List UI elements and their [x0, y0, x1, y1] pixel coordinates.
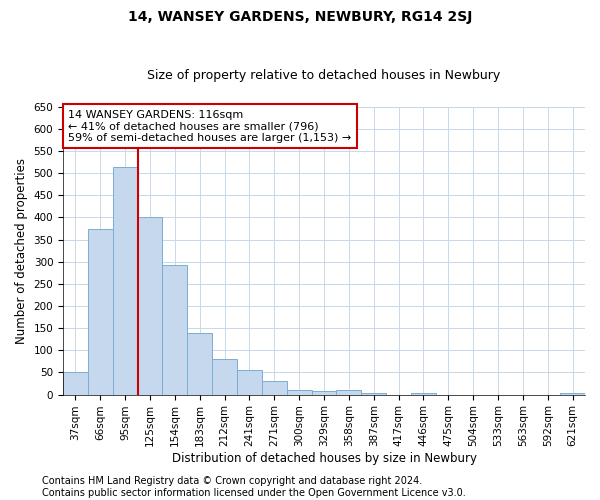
Text: 14 WANSEY GARDENS: 116sqm
← 41% of detached houses are smaller (796)
59% of semi: 14 WANSEY GARDENS: 116sqm ← 41% of detac… — [68, 110, 352, 143]
Bar — [137, 218, 163, 394]
Bar — [113, 166, 137, 394]
Bar — [311, 392, 337, 394]
Text: Contains HM Land Registry data © Crown copyright and database right 2024.
Contai: Contains HM Land Registry data © Crown c… — [42, 476, 466, 498]
X-axis label: Distribution of detached houses by size in Newbury: Distribution of detached houses by size … — [172, 452, 476, 465]
Bar — [63, 372, 88, 394]
Bar — [560, 393, 585, 394]
Bar — [212, 359, 237, 394]
Bar — [337, 390, 361, 394]
Bar — [163, 265, 187, 394]
Bar — [411, 393, 436, 394]
Y-axis label: Number of detached properties: Number of detached properties — [15, 158, 28, 344]
Bar — [187, 332, 212, 394]
Text: 14, WANSEY GARDENS, NEWBURY, RG14 2SJ: 14, WANSEY GARDENS, NEWBURY, RG14 2SJ — [128, 10, 472, 24]
Bar — [88, 228, 113, 394]
Bar — [361, 393, 386, 394]
Bar — [237, 370, 262, 394]
Bar — [287, 390, 311, 394]
Title: Size of property relative to detached houses in Newbury: Size of property relative to detached ho… — [148, 69, 500, 82]
Bar — [262, 382, 287, 394]
